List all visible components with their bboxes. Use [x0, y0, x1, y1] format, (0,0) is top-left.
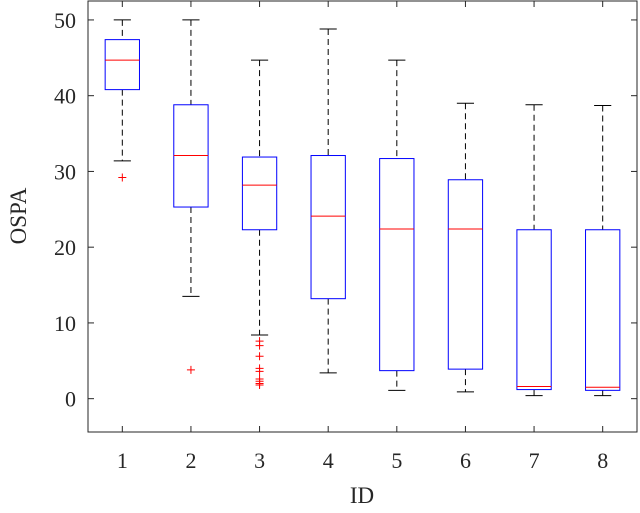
x-tick-label: 6: [460, 448, 471, 473]
outlier-point: [255, 367, 264, 376]
iqr-box: [447, 179, 484, 370]
iqr-box: [310, 155, 346, 300]
x-tick-label: 7: [529, 448, 540, 473]
iqr-box: [379, 158, 415, 372]
tick-labels: 0 10 20 30 40 50 1 2 3 4 5 6 7 8: [54, 8, 608, 473]
x-tick-label: 1: [117, 448, 128, 473]
box-6: [447, 102, 484, 393]
x-tick-label: 4: [323, 448, 334, 473]
x-tick-label: 5: [391, 448, 402, 473]
box-2: [173, 19, 209, 374]
y-tick-label: 30: [54, 159, 76, 184]
box-3: [241, 59, 278, 390]
axes-frame: [87, 0, 638, 433]
outlier-point: [186, 365, 195, 374]
outlier-point: [255, 381, 264, 390]
iqr-box: [516, 229, 552, 391]
box-1: [104, 19, 140, 182]
box-7: [516, 104, 552, 397]
y-tick-label: 40: [54, 84, 76, 109]
y-tick-label: 0: [65, 387, 76, 412]
outlier-point: [255, 352, 264, 361]
outlier-point: [255, 341, 264, 350]
box-4: [310, 28, 346, 374]
x-tick-label: 8: [597, 448, 608, 473]
box-8: [585, 105, 621, 397]
box-5: [379, 59, 415, 391]
plot-marks: [87, 0, 638, 433]
x-tick-label: 3: [254, 448, 265, 473]
y-tick-label: 10: [54, 311, 76, 336]
x-tick-label: 2: [185, 448, 196, 473]
y-tick-label: 20: [54, 235, 76, 260]
outlier-point: [118, 173, 127, 182]
iqr-box: [104, 39, 140, 91]
x-axis-label: ID: [350, 483, 374, 508]
y-tick-label: 50: [54, 8, 76, 33]
iqr-box: [241, 156, 278, 231]
iqr-box: [585, 229, 621, 391]
y-axis-label: OSPA: [6, 187, 31, 244]
